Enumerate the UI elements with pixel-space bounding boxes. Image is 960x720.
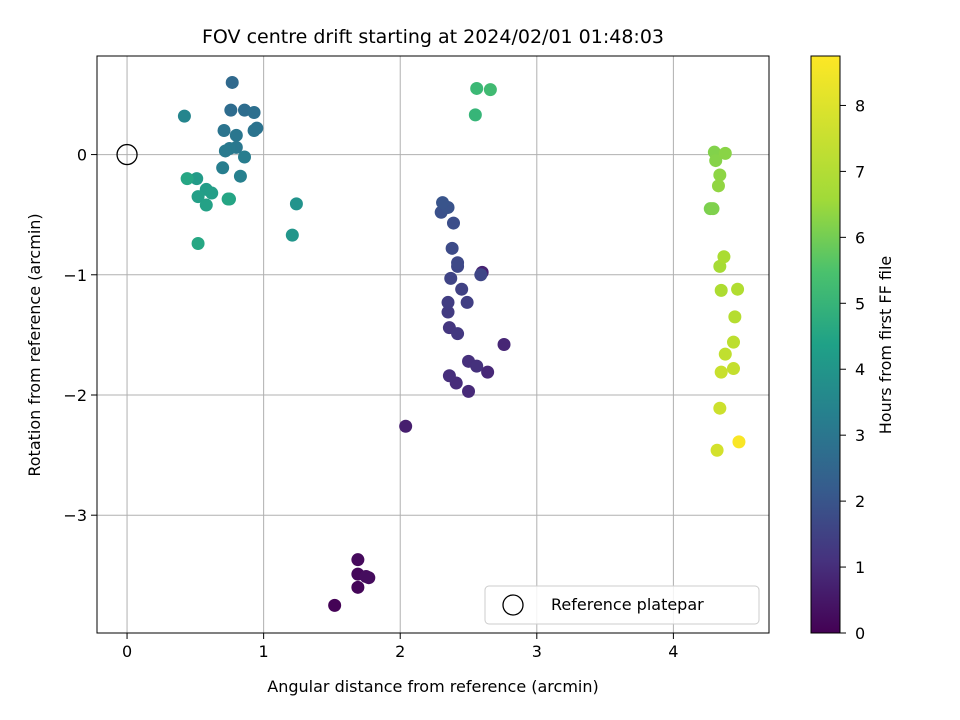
data-point bbox=[709, 154, 723, 168]
legend-box bbox=[484, 585, 760, 625]
grid-lines bbox=[97, 56, 769, 633]
data-point bbox=[455, 282, 469, 296]
data-point bbox=[351, 553, 365, 567]
data-point bbox=[468, 108, 482, 122]
data-point bbox=[451, 256, 465, 270]
data-point bbox=[216, 161, 230, 175]
data-point bbox=[713, 401, 727, 415]
y-axis-label: Rotation from reference (arcmin) bbox=[25, 213, 44, 476]
data-point bbox=[217, 124, 231, 138]
data-point bbox=[717, 250, 731, 264]
data-point bbox=[711, 179, 725, 193]
colorbar-gradient bbox=[810, 55, 841, 634]
data-point bbox=[229, 128, 243, 142]
y-tick-label: −2 bbox=[63, 386, 87, 405]
data-points bbox=[116, 75, 746, 612]
x-axis-label: Angular distance from reference (arcmin) bbox=[267, 677, 598, 696]
data-point bbox=[497, 338, 511, 351]
data-point bbox=[718, 347, 732, 361]
plot-frame bbox=[96, 55, 770, 634]
data-point bbox=[351, 580, 365, 594]
data-point bbox=[451, 327, 465, 341]
data-point bbox=[177, 109, 191, 123]
data-point bbox=[328, 598, 342, 612]
colorbar: 0 1 2 3 4 5 6 7 8 Hours from first FF file bbox=[810, 55, 895, 643]
data-point bbox=[247, 124, 261, 138]
data-point bbox=[460, 295, 474, 309]
colorbar-tick-label: 1 bbox=[855, 558, 865, 577]
chart-title: FOV centre drift starting at 2024/02/01 … bbox=[202, 26, 664, 48]
data-point bbox=[441, 295, 455, 309]
data-point bbox=[731, 282, 745, 296]
data-point bbox=[445, 241, 459, 255]
data-point bbox=[714, 365, 728, 379]
data-point bbox=[444, 271, 458, 285]
colorbar-tick-label: 0 bbox=[855, 624, 865, 643]
data-point bbox=[199, 198, 213, 212]
data-point bbox=[726, 335, 740, 349]
data-point bbox=[225, 75, 239, 89]
colorbar-label: Hours from first FF file bbox=[876, 256, 895, 435]
data-point bbox=[462, 384, 476, 398]
data-point bbox=[289, 197, 303, 211]
colorbar-tick-label: 8 bbox=[855, 96, 865, 115]
y-tick-label: −1 bbox=[63, 266, 87, 285]
data-point bbox=[224, 103, 238, 117]
data-point bbox=[441, 305, 455, 319]
x-tick-label: 3 bbox=[532, 642, 542, 661]
data-point bbox=[359, 570, 373, 584]
data-point bbox=[205, 186, 219, 200]
axis-ticks: 0 1 2 3 4 0 −1 −2 −3 bbox=[63, 146, 678, 661]
data-point bbox=[483, 83, 497, 97]
data-point bbox=[180, 172, 194, 186]
data-point bbox=[436, 196, 450, 210]
colorbar-tick-label: 5 bbox=[855, 294, 865, 313]
data-point bbox=[218, 144, 232, 158]
colorbar-tick-label: 6 bbox=[855, 228, 865, 247]
data-point bbox=[442, 369, 456, 383]
data-point bbox=[470, 359, 484, 373]
data-point bbox=[191, 190, 205, 204]
colorbar-ticks: 0 1 2 3 4 5 6 7 8 bbox=[840, 96, 865, 643]
data-point bbox=[728, 310, 742, 324]
legend-reference-marker bbox=[502, 594, 524, 616]
data-point bbox=[732, 435, 746, 449]
data-point bbox=[190, 172, 204, 186]
colorbar-tick-label: 3 bbox=[855, 426, 865, 445]
data-point bbox=[238, 150, 252, 164]
colorbar-tick-label: 7 bbox=[855, 162, 865, 181]
data-point bbox=[706, 202, 720, 216]
data-point bbox=[191, 237, 205, 251]
data-point bbox=[470, 81, 484, 95]
data-point bbox=[221, 192, 235, 206]
data-point bbox=[446, 216, 460, 230]
data-point bbox=[718, 146, 732, 160]
data-point bbox=[399, 419, 413, 433]
y-tick-label: 0 bbox=[77, 146, 87, 165]
reference-marker bbox=[116, 143, 138, 166]
x-tick-label: 4 bbox=[668, 642, 678, 661]
data-point bbox=[285, 228, 299, 242]
x-tick-label: 2 bbox=[395, 642, 405, 661]
data-point bbox=[714, 283, 728, 297]
data-point bbox=[481, 365, 495, 379]
data-point bbox=[474, 268, 488, 282]
data-point bbox=[233, 169, 247, 183]
colorbar-tick-label: 2 bbox=[855, 492, 865, 511]
colorbar-tick-label: 4 bbox=[855, 360, 865, 379]
y-tick-label: −3 bbox=[63, 506, 87, 525]
x-tick-label: 1 bbox=[259, 642, 269, 661]
data-point bbox=[247, 105, 261, 119]
legend-reference-label: Reference platepar bbox=[551, 595, 704, 614]
data-point bbox=[710, 443, 724, 457]
data-point bbox=[726, 362, 740, 376]
data-point bbox=[713, 168, 727, 182]
x-tick-label: 0 bbox=[122, 642, 132, 661]
legend: Reference platepar bbox=[484, 585, 760, 625]
